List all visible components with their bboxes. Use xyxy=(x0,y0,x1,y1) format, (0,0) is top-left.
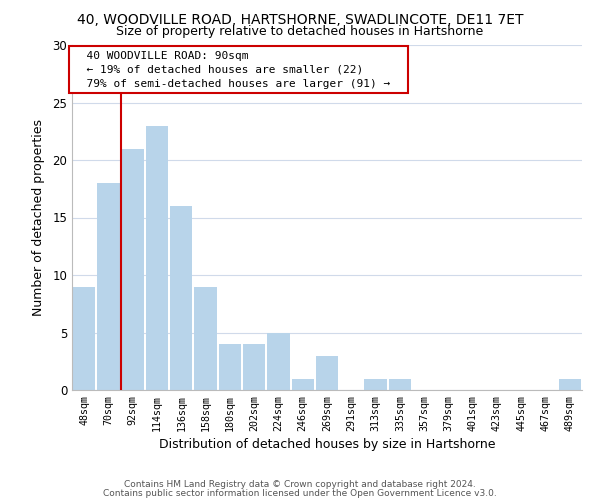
Text: 40, WOODVILLE ROAD, HARTSHORNE, SWADLINCOTE, DE11 7ET: 40, WOODVILLE ROAD, HARTSHORNE, SWADLINC… xyxy=(77,12,523,26)
Bar xyxy=(73,286,95,390)
Bar xyxy=(389,378,411,390)
Text: Size of property relative to detached houses in Hartshorne: Size of property relative to detached ho… xyxy=(116,25,484,38)
Bar xyxy=(559,378,581,390)
Bar xyxy=(316,356,338,390)
Text: 40 WOODVILLE ROAD: 90sqm
  ← 19% of detached houses are smaller (22)
  79% of se: 40 WOODVILLE ROAD: 90sqm ← 19% of detach… xyxy=(73,51,404,89)
Bar xyxy=(194,286,217,390)
Bar xyxy=(122,148,144,390)
Text: Contains HM Land Registry data © Crown copyright and database right 2024.: Contains HM Land Registry data © Crown c… xyxy=(124,480,476,489)
Bar xyxy=(146,126,168,390)
Bar xyxy=(243,344,265,390)
Bar xyxy=(170,206,193,390)
Y-axis label: Number of detached properties: Number of detached properties xyxy=(32,119,46,316)
Bar xyxy=(364,378,387,390)
Bar xyxy=(218,344,241,390)
Bar xyxy=(97,183,119,390)
Bar xyxy=(267,332,290,390)
Text: Contains public sector information licensed under the Open Government Licence v3: Contains public sector information licen… xyxy=(103,488,497,498)
Bar xyxy=(292,378,314,390)
X-axis label: Distribution of detached houses by size in Hartshorne: Distribution of detached houses by size … xyxy=(159,438,495,451)
